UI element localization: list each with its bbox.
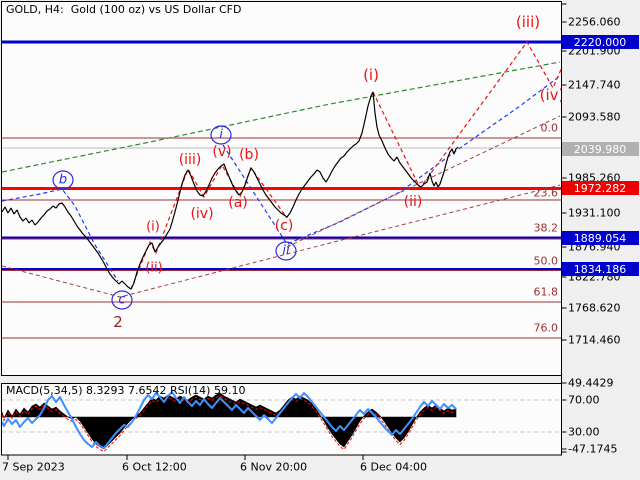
price-badge-bg-1889.054 [562, 231, 639, 245]
wave-label-blue-0: b [59, 173, 67, 188]
trendline-blue-path-left[interactable] [2, 188, 119, 282]
date-label-2: 6 Nov 20:00 [240, 461, 307, 474]
chart-title: GOLD, H4: Gold (100 oz) vs US Dollar CFD [6, 3, 242, 16]
date-label-3: 6 Dec 04:00 [360, 461, 427, 474]
fib-label-23.6: 23.6 [534, 187, 559, 200]
trendline-brown-channel-low[interactable] [2, 184, 561, 298]
axis-label-2256.060: 2256.060 [568, 16, 621, 29]
fib-label-38.2: 38.2 [534, 222, 559, 235]
wave-label-blue-1: c [118, 293, 125, 308]
date-label-0: 7 Sep 2023 [2, 461, 65, 474]
indicator-plot-group [2, 391, 561, 453]
ind-axis-label-70.00: 70.00 [568, 394, 600, 407]
wave-label-red-3: (iv) [190, 206, 213, 222]
ind-axis-label-49.4429: 49.4429 [568, 377, 614, 390]
fib-label-61.8: 61.8 [534, 286, 559, 299]
price-badge-1889.054: 1889.054 [574, 232, 627, 245]
price-badge-bg-2220.000 [562, 35, 639, 49]
wave-label-red-5: (a) [228, 195, 248, 211]
rsi-line [2, 391, 457, 449]
wave-label-red-2: (iii) [179, 152, 202, 168]
wave-label-red-8: (i) [363, 66, 379, 84]
price-badge-1972.282: 1972.282 [574, 182, 627, 195]
wave-label-red-6: (b) [239, 147, 259, 163]
wave-label-red-9: (ii) [404, 194, 423, 210]
axis-label-2147.740: 2147.740 [568, 79, 621, 92]
price-badge-1834.186: 1834.186 [574, 263, 627, 276]
axis-label-1931.100: 1931.100 [568, 207, 621, 220]
trendline-green-trend[interactable] [2, 61, 561, 173]
price-badge-2039.980: 2039.980 [574, 143, 627, 156]
axis-label-2093.580: 2093.580 [568, 111, 621, 124]
trendline-red-wave-forecast[interactable] [372, 40, 566, 190]
wave-circle-ii [275, 241, 297, 261]
main-plot-group: (i) (ii) (iii) (iv) (v) (a) (b) (c) (i) (ii) (iii)… [2, 13, 566, 339]
price-line [2, 91, 459, 290]
fib-label-50.0: 50.0 [534, 255, 559, 268]
ind-axis-label-30.00: 30.00 [568, 426, 600, 439]
wave-label-red-1: (ii) [145, 261, 162, 276]
wave-circle-c [111, 290, 133, 310]
price-badge-bg-1834.186 [562, 262, 639, 276]
wave-circle-i [210, 125, 232, 145]
wave-label-red-7: (c) [275, 218, 294, 234]
trendline-red-wave-path-past[interactable] [130, 163, 288, 290]
macd-signal-line [2, 394, 457, 453]
wave-label-2: 2 [113, 313, 123, 331]
wave-label-red-10: (iii) [516, 13, 540, 31]
fib-label-0.0: 0.0 [541, 122, 559, 135]
wave-label-red-0: (i) [146, 220, 160, 235]
axis-label-1714.460: 1714.460 [568, 334, 621, 347]
wave-label-red-11: (iv) [540, 86, 565, 104]
price-badge-bg-2039.980 [562, 142, 639, 156]
trendline-brown-channel-mid[interactable] [286, 115, 561, 248]
axis-label-1768.620: 1768.620 [568, 302, 621, 315]
indicator-label: MACD(5,34,5) 8.3293 7.6542 RSI(14) 59.10 [6, 384, 246, 397]
wave-label-blue-3: ii [282, 244, 290, 259]
price-badge-bg-1972.282 [562, 181, 639, 195]
date-label-1: 6 Oct 12:00 [122, 461, 187, 474]
wave-label-blue-2: i [219, 128, 223, 143]
wave-circle-b [52, 170, 74, 190]
wave-label-red-4: (v) [212, 144, 231, 160]
price-badge-2220.000: 2220.000 [574, 36, 627, 49]
ind-axis-label--47.1745: -47.1745 [568, 443, 617, 456]
fib-label-76.0: 76.0 [534, 322, 559, 335]
